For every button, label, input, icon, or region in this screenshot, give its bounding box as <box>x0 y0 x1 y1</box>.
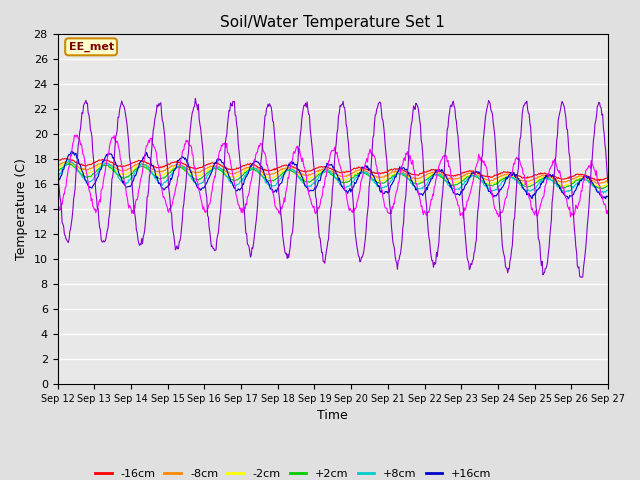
-8cm <box>417 175 424 181</box>
+8cm <box>600 191 607 196</box>
-16cm <box>63 156 70 161</box>
+8cm <box>417 186 424 192</box>
-2cm <box>604 180 612 186</box>
+32cm <box>206 201 214 207</box>
+32cm <box>604 211 612 217</box>
+16cm <box>401 166 408 171</box>
-16cm <box>206 161 214 167</box>
+16cm <box>604 193 612 199</box>
Line: -2cm: -2cm <box>58 162 608 187</box>
+64cm <box>604 180 612 186</box>
-16cm <box>121 163 129 169</box>
-8cm <box>401 170 408 176</box>
+32cm <box>417 199 424 204</box>
-2cm <box>54 166 61 171</box>
-8cm <box>54 163 61 168</box>
-2cm <box>65 160 72 166</box>
+8cm <box>206 170 214 176</box>
+2cm <box>177 165 184 170</box>
+32cm <box>73 132 81 138</box>
Line: +16cm: +16cm <box>58 151 608 199</box>
-2cm <box>596 184 604 190</box>
+2cm <box>401 173 408 179</box>
+16cm <box>417 192 424 197</box>
-16cm <box>596 178 604 184</box>
-8cm <box>604 178 612 183</box>
+8cm <box>121 181 129 187</box>
Text: EE_met: EE_met <box>68 42 114 52</box>
-2cm <box>401 172 408 178</box>
Line: +2cm: +2cm <box>58 164 608 189</box>
-2cm <box>63 159 71 165</box>
+16cm <box>177 155 184 161</box>
Line: +32cm: +32cm <box>58 135 608 218</box>
-8cm <box>593 180 601 186</box>
+32cm <box>401 155 408 161</box>
+16cm <box>67 148 75 154</box>
-2cm <box>206 167 214 172</box>
+64cm <box>417 122 424 128</box>
-8cm <box>206 164 214 169</box>
+64cm <box>54 163 61 169</box>
-8cm <box>177 163 184 168</box>
+16cm <box>54 181 61 187</box>
+8cm <box>63 160 71 166</box>
Line: -8cm: -8cm <box>58 161 608 183</box>
+2cm <box>417 180 424 186</box>
+32cm <box>121 181 129 187</box>
-16cm <box>417 170 424 176</box>
-2cm <box>121 171 129 177</box>
+8cm <box>54 176 61 181</box>
+64cm <box>578 275 586 280</box>
+64cm <box>176 238 184 243</box>
+2cm <box>599 186 607 192</box>
+32cm <box>177 157 184 163</box>
-8cm <box>63 159 71 165</box>
+2cm <box>604 183 612 189</box>
+2cm <box>121 175 129 181</box>
+16cm <box>206 173 214 179</box>
+8cm <box>604 187 612 193</box>
Line: -16cm: -16cm <box>58 158 608 181</box>
+32cm <box>63 172 71 178</box>
Y-axis label: Temperature (C): Temperature (C) <box>15 158 28 260</box>
-16cm <box>401 168 408 174</box>
Line: +8cm: +8cm <box>58 160 608 193</box>
+32cm <box>54 205 61 211</box>
-16cm <box>177 160 184 166</box>
+8cm <box>401 172 408 178</box>
+64cm <box>63 239 71 244</box>
-8cm <box>121 167 129 173</box>
+8cm <box>177 163 184 168</box>
+64cm <box>191 96 199 101</box>
+64cm <box>120 104 128 110</box>
+2cm <box>63 161 71 167</box>
-2cm <box>177 163 184 169</box>
Title: Soil/Water Temperature Set 1: Soil/Water Temperature Set 1 <box>220 15 445 30</box>
-16cm <box>65 156 72 162</box>
+16cm <box>63 155 71 160</box>
+16cm <box>121 182 129 188</box>
-16cm <box>54 158 61 164</box>
Line: +64cm: +64cm <box>58 98 608 277</box>
X-axis label: Time: Time <box>317 409 348 422</box>
+32cm <box>460 216 467 221</box>
+16cm <box>564 196 572 202</box>
-16cm <box>604 175 612 180</box>
-8cm <box>65 158 72 164</box>
-2cm <box>417 179 424 184</box>
+8cm <box>65 157 73 163</box>
+2cm <box>65 161 73 167</box>
+2cm <box>54 170 61 176</box>
+2cm <box>206 168 214 173</box>
+64cm <box>206 229 214 235</box>
+64cm <box>401 204 408 210</box>
